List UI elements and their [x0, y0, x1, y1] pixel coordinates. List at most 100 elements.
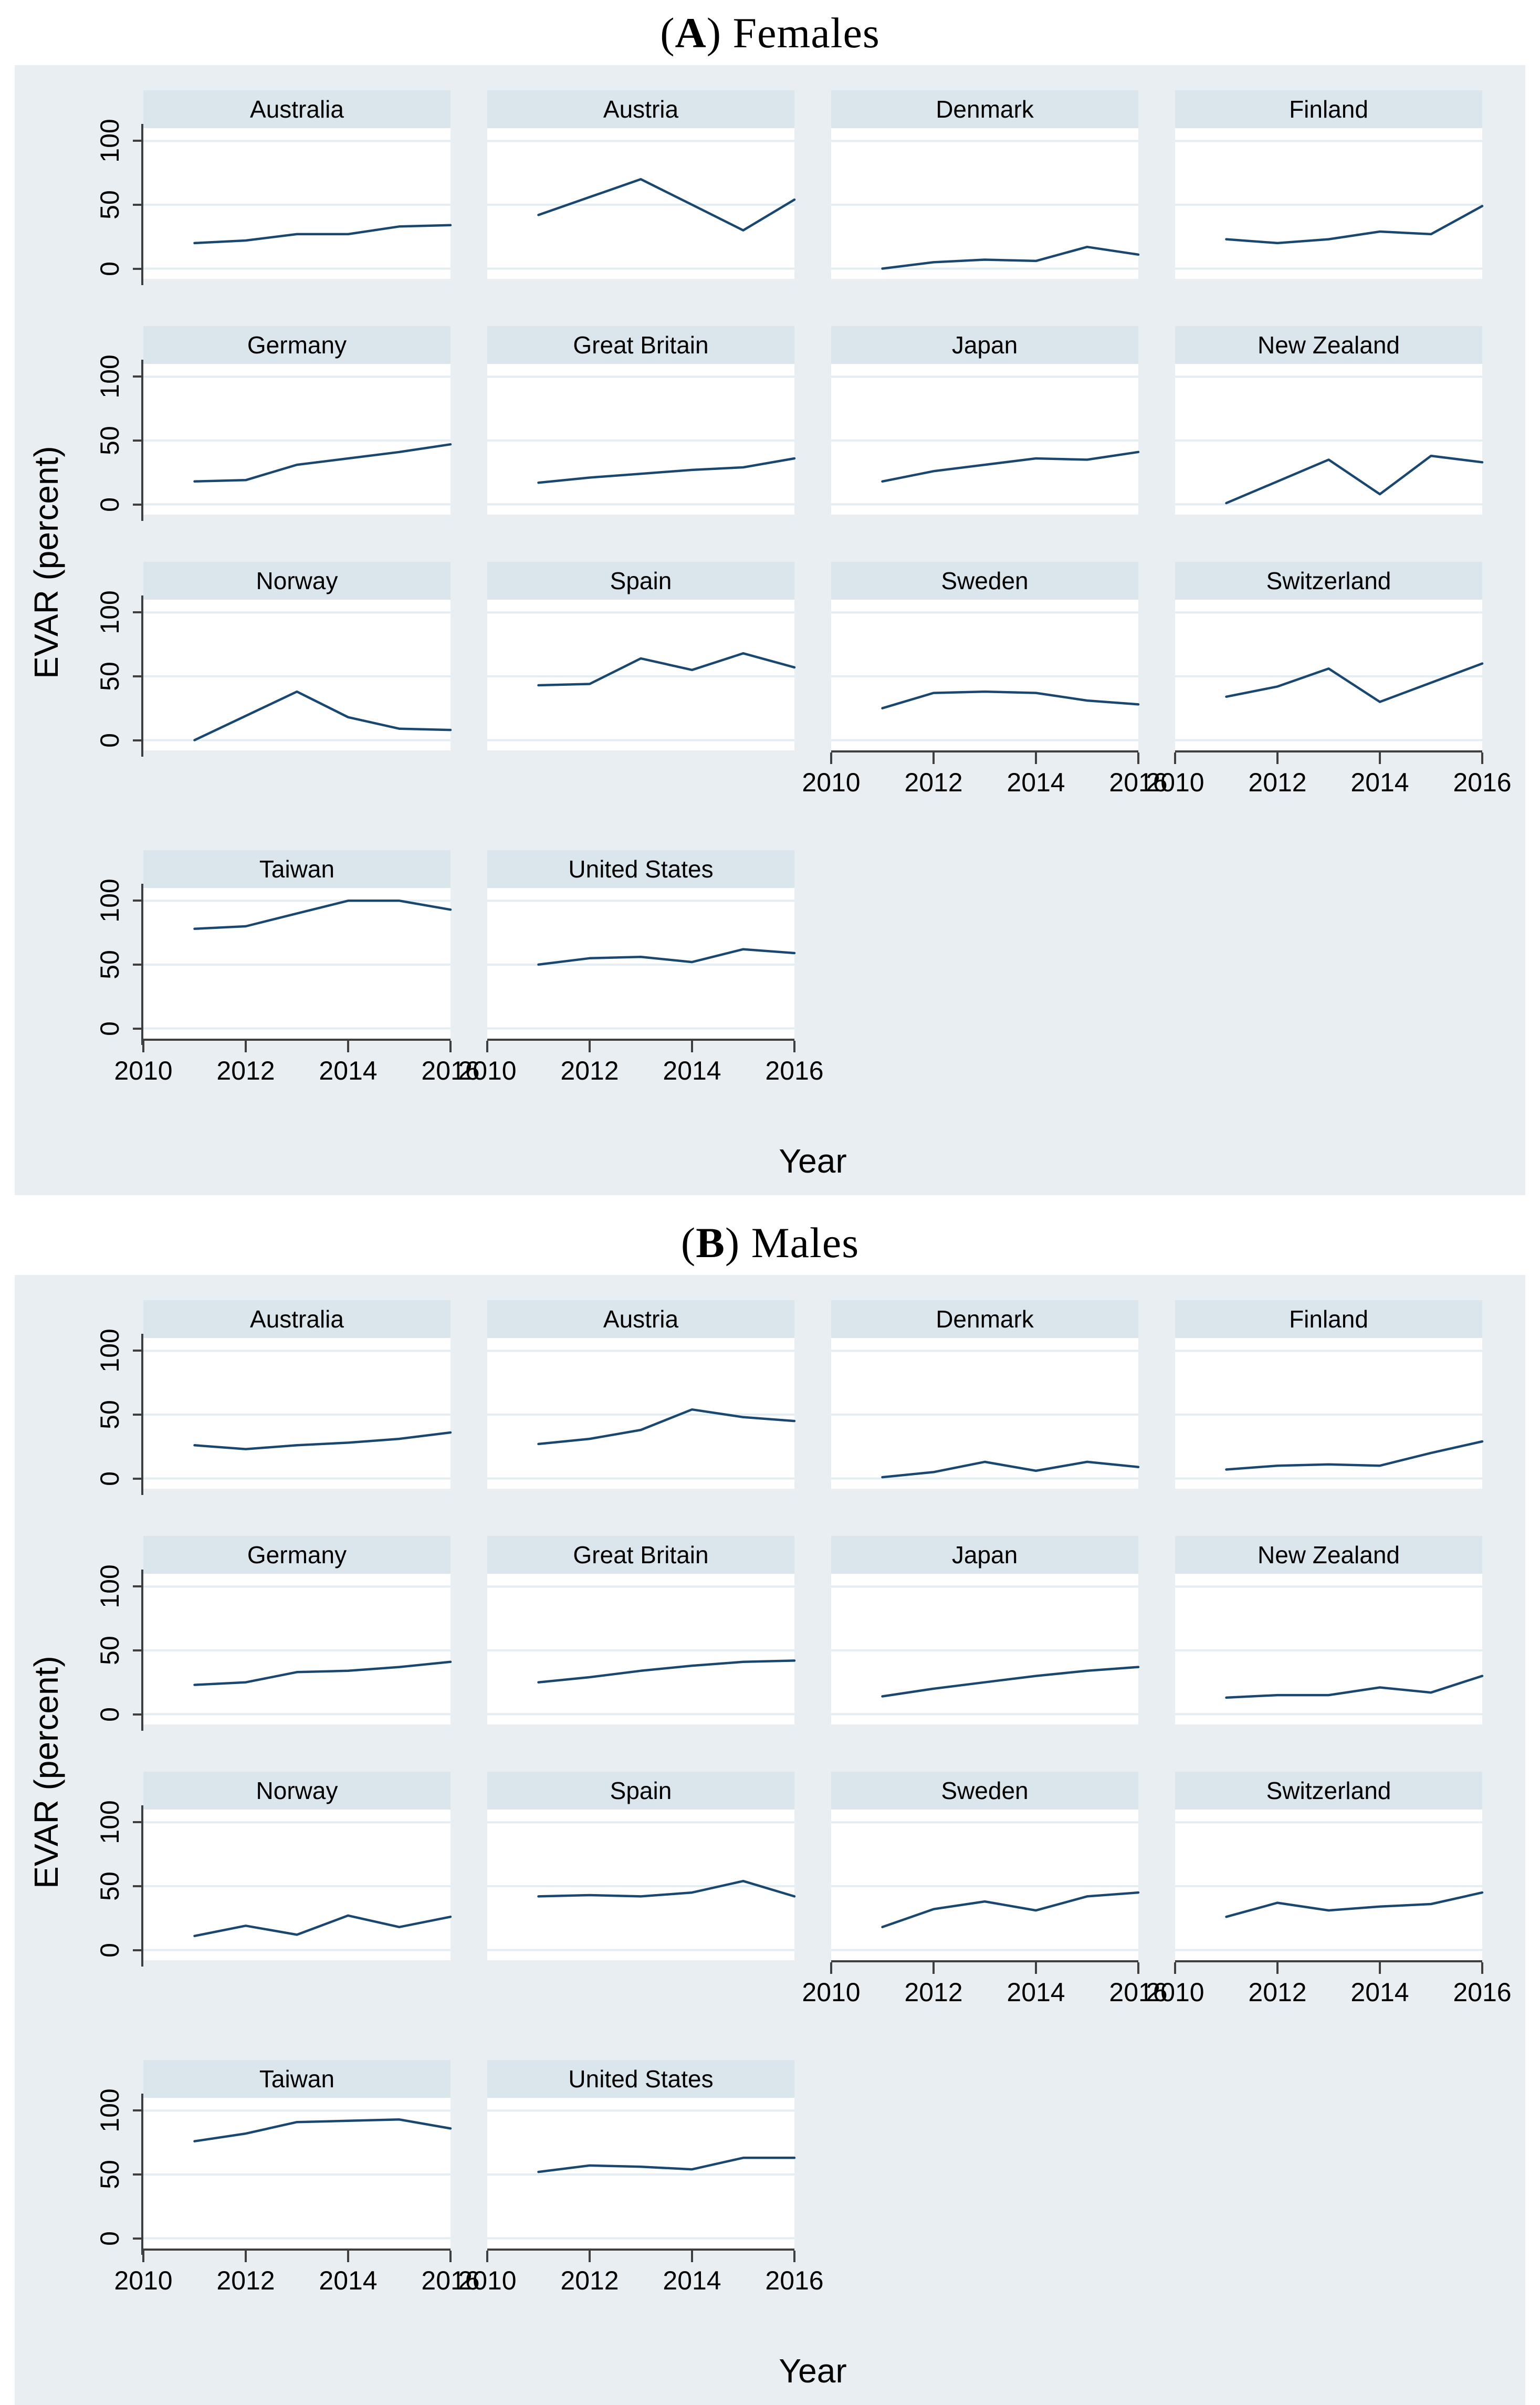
subplot-title: Great Britain [487, 326, 794, 364]
plot-area: 0 50 100 [95, 879, 452, 1045]
subplot-united-states: United States 2010 2012 2014 2016 [458, 2060, 824, 2301]
subplot-title: Sweden [831, 1772, 1138, 1810]
plot-area [1175, 1574, 1484, 1724]
y-axis-line [141, 1805, 143, 1967]
data-line [881, 1460, 1140, 1479]
subplot-spain: Spain [487, 1772, 796, 1960]
line-chart [1175, 611, 1484, 741]
y-tick-label: 0 [95, 1942, 124, 1958]
x-tick-label: 2016 [421, 2266, 480, 2295]
x-axis-title: Year [779, 2352, 847, 2390]
line-chart [487, 611, 796, 741]
line-chart [1175, 1821, 1484, 1951]
subplot-title: Germany [143, 1536, 451, 1574]
y-tick-label: 0 [95, 497, 124, 512]
plot-area [487, 1338, 796, 1489]
line-chart [487, 900, 796, 1030]
line-chart [487, 1585, 796, 1716]
line-chart [1175, 1585, 1484, 1716]
x-tick-label: 2012 [904, 1978, 963, 2007]
y-tick [133, 963, 141, 966]
x-axis: 2010 2012 2014 2016 [458, 2249, 824, 2301]
x-axis-line [143, 1039, 451, 1041]
data-line [1225, 205, 1484, 245]
y-tick-label: 50 [95, 1871, 124, 1901]
x-axis: 2010 2012 2014 2016 [114, 1039, 480, 1091]
x-axis: 2010 2012 2014 2016 [1146, 1960, 1512, 2013]
subplot-switzerland: Switzerland 2010 2012 2014 2016 [1146, 562, 1512, 803]
x-tick [486, 2251, 488, 2262]
x-tick-label: 2016 [1109, 768, 1168, 797]
subplot-title: Sweden [831, 562, 1138, 600]
plot-area: 0 50 100 [95, 1565, 452, 1731]
y-tick-label: 50 [95, 662, 124, 691]
subplot-title: Japan [831, 1536, 1138, 1574]
x-tick [245, 2251, 247, 2262]
subplot-title: Switzerland [1175, 1772, 1482, 1810]
data-line [881, 1666, 1140, 1698]
x-tick [142, 1041, 144, 1052]
y-axis-line [141, 595, 143, 757]
data-line [881, 245, 1140, 270]
x-axis-line [143, 2249, 451, 2251]
x-tick [1137, 1962, 1139, 1974]
plot-area: 0 50 100 [95, 2089, 452, 2255]
x-tick [933, 1962, 935, 1974]
y-tick [133, 1585, 141, 1588]
subplot-denmark: Denmark [831, 1300, 1140, 1489]
subplot-switzerland: Switzerland 2010 2012 2014 2016 [1146, 1772, 1512, 2013]
plot-area [1175, 1338, 1484, 1489]
y-tick [133, 2237, 141, 2240]
y-tick-label: 100 [95, 2088, 124, 2133]
y-tick-label: 100 [95, 879, 124, 923]
plot-area: 0 50 100 [95, 1801, 452, 1967]
y-tick [133, 1477, 141, 1480]
y-tick-label: 0 [95, 733, 124, 748]
data-line [537, 1408, 796, 1446]
subplot-grid-males: Australia 0 50 100 Austria Denmark Finland Germ… [95, 1300, 1512, 2390]
x-tick-label: 2014 [319, 1056, 378, 1085]
data-line [537, 652, 796, 687]
plot-area [1175, 600, 1484, 750]
x-tick [933, 752, 935, 764]
plot-area [487, 2098, 796, 2249]
subplot-title: United States [487, 850, 794, 888]
x-axis: 2010 2012 2014 2016 [802, 750, 1168, 803]
line-chart [831, 611, 1140, 741]
plot-area [487, 888, 796, 1039]
panel-b-title: (B) Males [0, 1218, 1540, 1268]
subplot-title: Germany [143, 326, 451, 364]
x-tick-label: 2012 [560, 2266, 619, 2295]
subplot-title: Austria [487, 90, 794, 128]
x-tick [1481, 1962, 1483, 1974]
x-axis-line [1175, 1960, 1482, 1962]
y-tick-label: 50 [95, 1636, 124, 1665]
y-tick-label: 100 [95, 1800, 124, 1845]
x-tick-label: 2012 [216, 2266, 275, 2295]
subplot-new-zealand: New Zealand [1175, 326, 1484, 515]
plot-area: 0 50 100 [95, 1329, 452, 1495]
subplot-australia: Australia 0 50 100 [95, 90, 452, 285]
subplot-great-britain: Great Britain [487, 326, 796, 515]
data-line [193, 1914, 452, 1938]
line-chart [487, 2109, 796, 2240]
plot-area [831, 128, 1140, 279]
subplot-great-britain: Great Britain [487, 1536, 796, 1724]
line-chart [1175, 1350, 1484, 1480]
plot-area [1175, 128, 1484, 279]
x-tick-label: 2010 [1146, 1978, 1204, 2007]
x-tick [1174, 752, 1176, 764]
x-tick-label: 2014 [1350, 1978, 1409, 2007]
y-tick-label: 0 [95, 261, 124, 276]
x-tick-label: 2014 [1007, 768, 1065, 797]
data-line [193, 224, 452, 245]
x-tick-label: 2016 [765, 2266, 824, 2295]
y-tick-label: 0 [95, 2231, 124, 2246]
x-tick-label: 2016 [765, 1056, 824, 1085]
x-tick [142, 2251, 144, 2262]
subplot-title: Taiwan [143, 850, 451, 888]
line-chart [143, 1585, 452, 1716]
y-axis-line [141, 1570, 143, 1731]
line-chart [487, 1821, 796, 1951]
x-axis: 2010 2012 2014 2016 [802, 1960, 1168, 2013]
